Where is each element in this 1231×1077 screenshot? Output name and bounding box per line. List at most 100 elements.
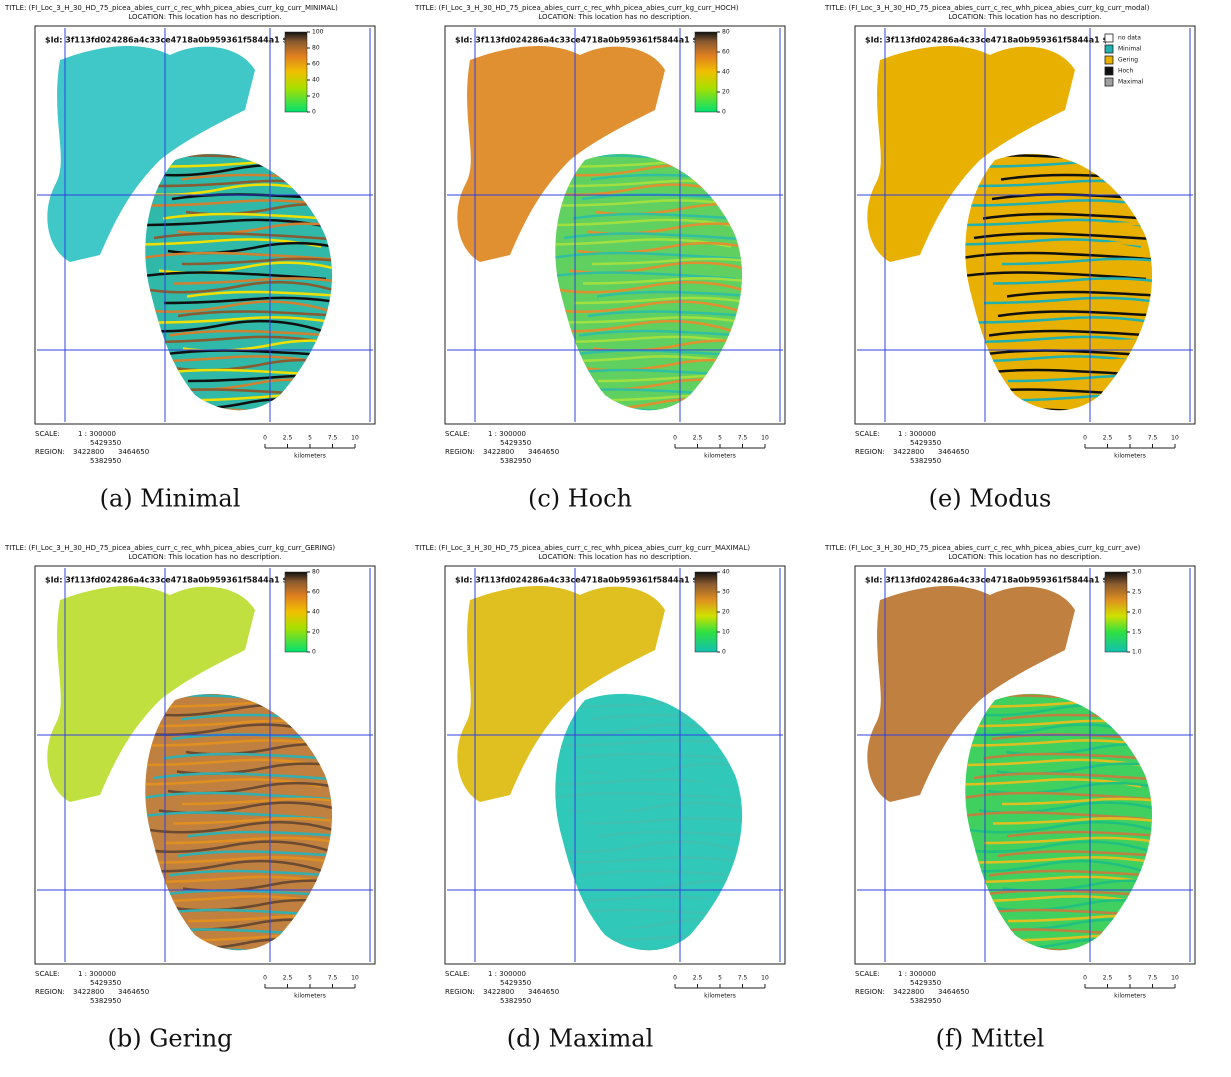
legend-swatch	[1105, 45, 1113, 53]
legend-label: 60	[312, 589, 320, 596]
map-title: TITLE: (FI_Loc_3_H_30_HD_75_picea_abies_…	[4, 544, 335, 552]
map-location: LOCATION: This location has no descripti…	[538, 13, 691, 21]
region-north: 5429350	[500, 979, 531, 987]
scale-tick-label: 0	[263, 435, 267, 442]
scale-label: SCALE:	[35, 430, 60, 438]
map-title: TITLE: (FI_Loc_3_H_30_HD_75_picea_abies_…	[414, 4, 739, 12]
scale-tick-label: 7.5	[328, 975, 338, 982]
caption: (f) Mittel	[936, 1025, 1045, 1053]
region-south: 5382950	[90, 457, 121, 465]
scale-tick-label: 2.5	[1103, 975, 1113, 982]
legend-label: 60	[722, 49, 730, 56]
region-west: 3422800	[483, 448, 514, 456]
legend-label: Gering	[1118, 57, 1138, 64]
scale-label: SCALE:	[445, 970, 470, 978]
caption: (d) Maximal	[507, 1025, 654, 1053]
panel: TITLE: (FI_Loc_3_H_30_HD_75_picea_abies_…	[414, 4, 788, 513]
map-title: TITLE: (FI_Loc_3_H_30_HD_75_picea_abies_…	[824, 4, 1150, 12]
region-label: REGION:	[445, 448, 475, 456]
color-bar	[1105, 572, 1127, 652]
map-location: LOCATION: This location has no descripti…	[128, 553, 281, 561]
region-label: REGION:	[35, 448, 65, 456]
map-id: $Id: 3f113fd024286a4c33ce4718a0b959361f5…	[45, 36, 288, 45]
region-east: 3464650	[528, 988, 559, 996]
legend-label: Minimal	[1118, 46, 1142, 53]
legend-label: 30	[722, 589, 730, 596]
scale-tick-label: 0	[1083, 975, 1087, 982]
page: {"panels": [ {"title": "TITLE: (FI_Loc_3…	[0, 0, 1231, 1077]
map-title: TITLE: (FI_Loc_3_H_30_HD_75_picea_abies_…	[824, 544, 1141, 552]
region-west: 3422800	[893, 448, 924, 456]
panel: TITLE: (FI_Loc_3_H_30_HD_75_picea_abies_…	[4, 544, 378, 1053]
legend-label: 80	[312, 569, 320, 576]
region-east: 3464650	[118, 448, 149, 456]
legend-label: 10	[722, 629, 730, 636]
scale-tick-label: 0	[673, 435, 677, 442]
scale-tick-label: 2.5	[693, 975, 703, 982]
panel: TITLE: (FI_Loc_3_H_30_HD_75_picea_abies_…	[824, 4, 1198, 513]
scale-tick-label: 2.5	[693, 435, 703, 442]
scale-tick-label: 10	[1171, 435, 1179, 442]
scale-tick-label: 5	[718, 435, 722, 442]
map-title: TITLE: (FI_Loc_3_H_30_HD_75_picea_abies_…	[414, 544, 750, 552]
legend-label: 3.0	[1132, 569, 1142, 576]
scale-tick-label: 5	[1128, 975, 1132, 982]
region-north: 5429350	[910, 979, 941, 987]
legend-label: 80	[312, 45, 320, 52]
scale-value: 1 : 300000	[488, 430, 526, 438]
region-east: 3464650	[118, 988, 149, 996]
legend-label: 40	[722, 69, 730, 76]
legend-label: Hoch	[1118, 68, 1133, 75]
map-id: $Id: 3f113fd024286a4c33ce4718a0b959361f5…	[455, 576, 698, 585]
scale-tick-label: 5	[718, 975, 722, 982]
caption: (a) Minimal	[100, 485, 241, 513]
region-west: 3422800	[893, 988, 924, 996]
region-south: 5382950	[910, 997, 941, 1005]
scale-tick-label: 7.5	[738, 975, 748, 982]
legend-swatch	[1105, 56, 1113, 64]
region-south: 5382950	[90, 997, 121, 1005]
legend-label: 40	[312, 77, 320, 84]
scale-unit: kilometers	[1114, 453, 1146, 460]
scale-tick-label: 5	[308, 975, 312, 982]
legend-label: 80	[722, 29, 730, 36]
figure: TITLE: (FI_Loc_3_H_30_HD_75_picea_abies_…	[0, 0, 1231, 1077]
scale-label: SCALE:	[855, 970, 880, 978]
scale-tick-label: 2.5	[283, 975, 293, 982]
region-label: REGION:	[855, 988, 885, 996]
map-id: $Id: 3f113fd024286a4c33ce4718a0b959361f5…	[455, 36, 698, 45]
region-north: 5429350	[90, 979, 121, 987]
map-location: LOCATION: This location has no descripti…	[538, 553, 691, 561]
legend-label: 60	[312, 61, 320, 68]
region-north: 5429350	[910, 439, 941, 447]
region-north: 5429350	[500, 439, 531, 447]
map-id: $Id: 3f113fd024286a4c33ce4718a0b959361f5…	[865, 576, 1108, 585]
scale-tick-label: 0	[673, 975, 677, 982]
scale-unit: kilometers	[294, 453, 326, 460]
scale-tick-label: 10	[761, 975, 769, 982]
legend-label: 0	[312, 649, 316, 656]
caption: (e) Modus	[929, 485, 1052, 513]
color-bar	[285, 572, 307, 652]
region-west: 3422800	[73, 448, 104, 456]
scale-unit: kilometers	[294, 993, 326, 1000]
legend-label: 1.0	[1132, 649, 1142, 656]
map-location: LOCATION: This location has no descripti…	[948, 553, 1101, 561]
region-south: 5382950	[910, 457, 941, 465]
legend-label: 20	[722, 89, 730, 96]
legend-label: 100	[312, 29, 324, 36]
color-bar	[285, 32, 307, 112]
scale-label: SCALE:	[855, 430, 880, 438]
map-title: TITLE: (FI_Loc_3_H_30_HD_75_picea_abies_…	[4, 4, 338, 12]
legend-swatch	[1105, 67, 1113, 75]
panel: TITLE: (FI_Loc_3_H_30_HD_75_picea_abies_…	[4, 4, 378, 513]
scale-tick-label: 10	[1171, 975, 1179, 982]
scale-tick-label: 10	[761, 435, 769, 442]
scale-tick-label: 0	[1083, 435, 1087, 442]
scale-tick-label: 7.5	[1148, 975, 1158, 982]
legend-label: 20	[312, 93, 320, 100]
legend-label: 0	[312, 109, 316, 116]
scale-label: SCALE:	[445, 430, 470, 438]
legend-label: 40	[312, 609, 320, 616]
scale-value: 1 : 300000	[78, 970, 116, 978]
